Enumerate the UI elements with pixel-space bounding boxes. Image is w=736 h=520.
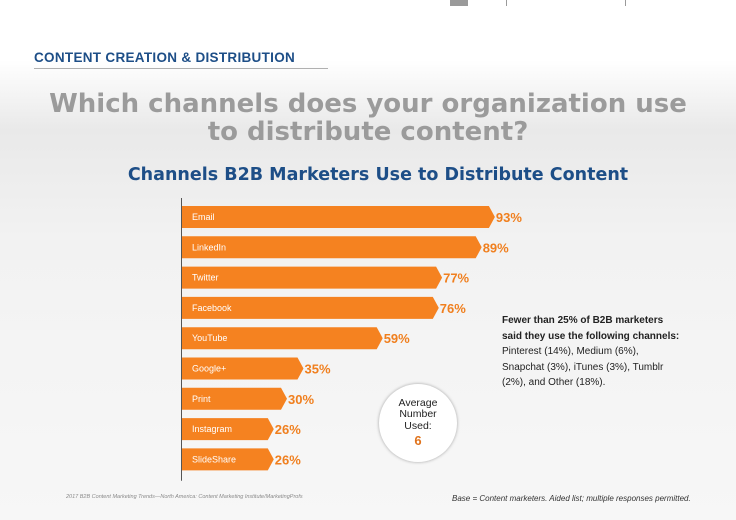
bar-print xyxy=(182,387,287,410)
bar-youtube xyxy=(182,327,383,350)
base-footnote: Base = Content marketers. Aided list; mu… xyxy=(452,494,691,503)
bar-facebook xyxy=(182,296,439,319)
bar-label-email: Email xyxy=(192,212,215,222)
value-label-print: 30% xyxy=(288,392,314,407)
value-label-google: 35% xyxy=(305,362,331,377)
bar-label-google: Google+ xyxy=(192,364,226,374)
value-label-facebook: 76% xyxy=(440,301,466,316)
value-label-twitter: 77% xyxy=(443,271,469,286)
average-value: 6 xyxy=(414,433,422,449)
question-line-2: to distribute content? xyxy=(207,117,529,147)
bar-label-facebook: Facebook xyxy=(192,303,232,313)
bar-label-youtube: YouTube xyxy=(192,333,227,343)
bar-email xyxy=(182,206,495,228)
question-line-1: Which channels does your organization us… xyxy=(49,89,687,119)
question-heading: Which channels does your organization us… xyxy=(0,90,736,146)
note-body: Pinterest (14%), Medium (6%), Snapchat (… xyxy=(502,346,664,388)
source-footnote: 2017 B2B Content Marketing Trends—North … xyxy=(66,494,303,500)
average-label: Average Number Used: xyxy=(398,396,438,432)
value-label-youtube: 59% xyxy=(384,331,410,346)
average-number-badge: Average Number Used: 6 xyxy=(379,384,457,462)
bar-instagram xyxy=(182,418,274,441)
value-label-slideshare: 26% xyxy=(275,452,301,467)
bar-label-slideshare: SlideShare xyxy=(192,454,236,464)
bar-label-linkedin: LinkedIn xyxy=(192,242,226,252)
section-divider xyxy=(34,68,328,69)
value-label-linkedin: 89% xyxy=(483,240,509,255)
section-title: CONTENT CREATION & DISTRIBUTION xyxy=(34,50,296,65)
bars-group: Email 93% LinkedIn 89% Twitter 77% Facebook 76%… xyxy=(182,206,522,471)
note-heading: Fewer than 25% of B2B marketers said the… xyxy=(502,315,680,342)
value-label-email: 93% xyxy=(496,210,522,225)
bar-twitter xyxy=(182,266,443,289)
chart-title: Channels B2B Marketers Use to Distribute… xyxy=(127,165,629,185)
value-label-instagram: 26% xyxy=(275,422,301,437)
top-edge-marks xyxy=(440,0,660,6)
bar-label-print: Print xyxy=(192,394,211,404)
bar-linkedin xyxy=(182,236,482,259)
minor-channels-note: Fewer than 25% of B2B marketers said the… xyxy=(502,313,682,391)
bar-google xyxy=(182,357,304,380)
bar-slideshare xyxy=(182,448,274,471)
bar-label-instagram: Instagram xyxy=(192,424,232,434)
bar-label-twitter: Twitter xyxy=(192,273,219,283)
